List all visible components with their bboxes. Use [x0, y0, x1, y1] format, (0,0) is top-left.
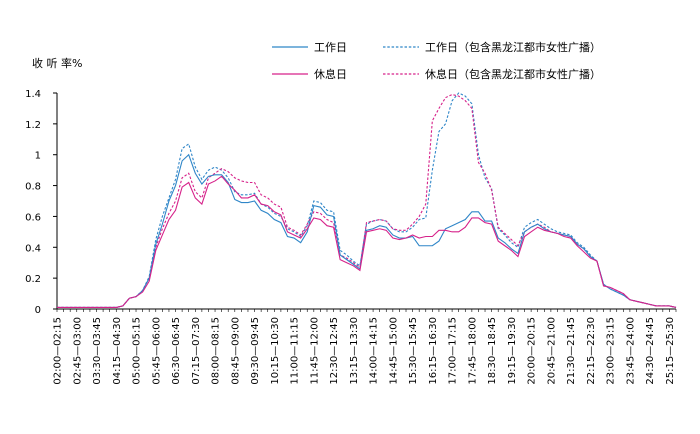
- series-line-0: [57, 153, 677, 309]
- x-tick-label: 08:45—09:00: [230, 317, 241, 385]
- y-ticks: 0 0.2 0.4 0.6 0.8 1 1.2 1.4: [25, 89, 57, 316]
- x-tick-label: 10:15—10:30: [270, 317, 281, 385]
- series-group: [57, 92, 677, 309]
- x-tick-label: 17:00—17:15: [448, 317, 459, 385]
- series-line-2: [57, 175, 677, 309]
- x-tick-label: 05:45—06:00: [151, 317, 162, 385]
- x-tick-label: 07:15—07:30: [191, 317, 202, 385]
- y-tick-label: 1.2: [25, 120, 41, 131]
- x-tick-label: 11:45—12:00: [309, 317, 320, 385]
- y-axis-label: 收 听 率%: [32, 56, 82, 70]
- x-tick-label: 14:45—15:00: [388, 317, 399, 385]
- x-tick-label: 02:00—02:15: [53, 317, 64, 385]
- legend-label-1: 工作日（包含黑龙江都市女性广播）: [425, 40, 601, 54]
- x-tick-label: 24:30—24:45: [645, 317, 656, 385]
- y-tick-label: 0: [35, 305, 41, 316]
- series-line-1: [57, 92, 677, 309]
- legend: 工作日 工作日（包含黑龙江都市女性广播） 休息日 休息日（包含黑龙江都市女性广播）: [272, 40, 601, 81]
- x-tick-label: 19:15—19:30: [507, 317, 518, 385]
- x-tick-label: 13:15—13:30: [349, 317, 360, 385]
- legend-label-0: 工作日: [314, 41, 347, 54]
- x-tick-label: 11:00—11:15: [290, 317, 301, 385]
- x-tick-label: 21:30—21:45: [566, 317, 577, 385]
- y-tick-label: 1.4: [25, 89, 41, 100]
- x-tick-label: 18:30—18:45: [487, 317, 498, 385]
- x-tick-label: 16:15—16:30: [428, 317, 439, 385]
- x-tick-label: 14:00—14:15: [369, 317, 380, 385]
- y-tick-label: 1: [35, 151, 41, 162]
- x-tick-label: 06:30—06:45: [171, 317, 182, 385]
- legend-label-2: 休息日: [314, 67, 347, 81]
- x-tick-label: 05:00—05:15: [132, 317, 143, 385]
- x-tick-label: 25:15—25:30: [665, 317, 676, 385]
- y-tick-label: 0.6: [25, 212, 41, 223]
- x-tick-label: 02:45—03:00: [72, 317, 83, 385]
- x-ticks: 02:00—02:15 02:45—03:00 03:30—03:45 04:15—0…: [53, 309, 677, 385]
- x-tick-label: 03:30—03:45: [92, 317, 103, 385]
- x-tick-label: 23:00—23:15: [606, 317, 617, 385]
- y-tick-label: 0.8: [25, 182, 41, 193]
- y-tick-label: 0.4: [25, 243, 41, 254]
- x-tick-label: 04:15—04:30: [112, 317, 123, 385]
- x-tick-label: 20:45—21:00: [546, 317, 557, 385]
- x-tick-label: 12:30—12:45: [329, 317, 340, 385]
- y-tick-label: 0.2: [25, 274, 41, 285]
- x-tick-label: 22:15—22:30: [586, 317, 597, 385]
- x-tick-label: 17:45—18:00: [467, 317, 478, 385]
- x-tick-label: 09:30—09:45: [250, 317, 261, 385]
- x-tick-label: 20:00—20:15: [527, 317, 538, 385]
- legend-label-3: 休息日（包含黑龙江都市女性广播）: [425, 67, 601, 81]
- x-tick-label: 08:00—08:15: [211, 317, 222, 385]
- x-tick-label: 15:30—15:45: [408, 317, 419, 385]
- x-tick-label: 23:45—24:00: [625, 317, 636, 385]
